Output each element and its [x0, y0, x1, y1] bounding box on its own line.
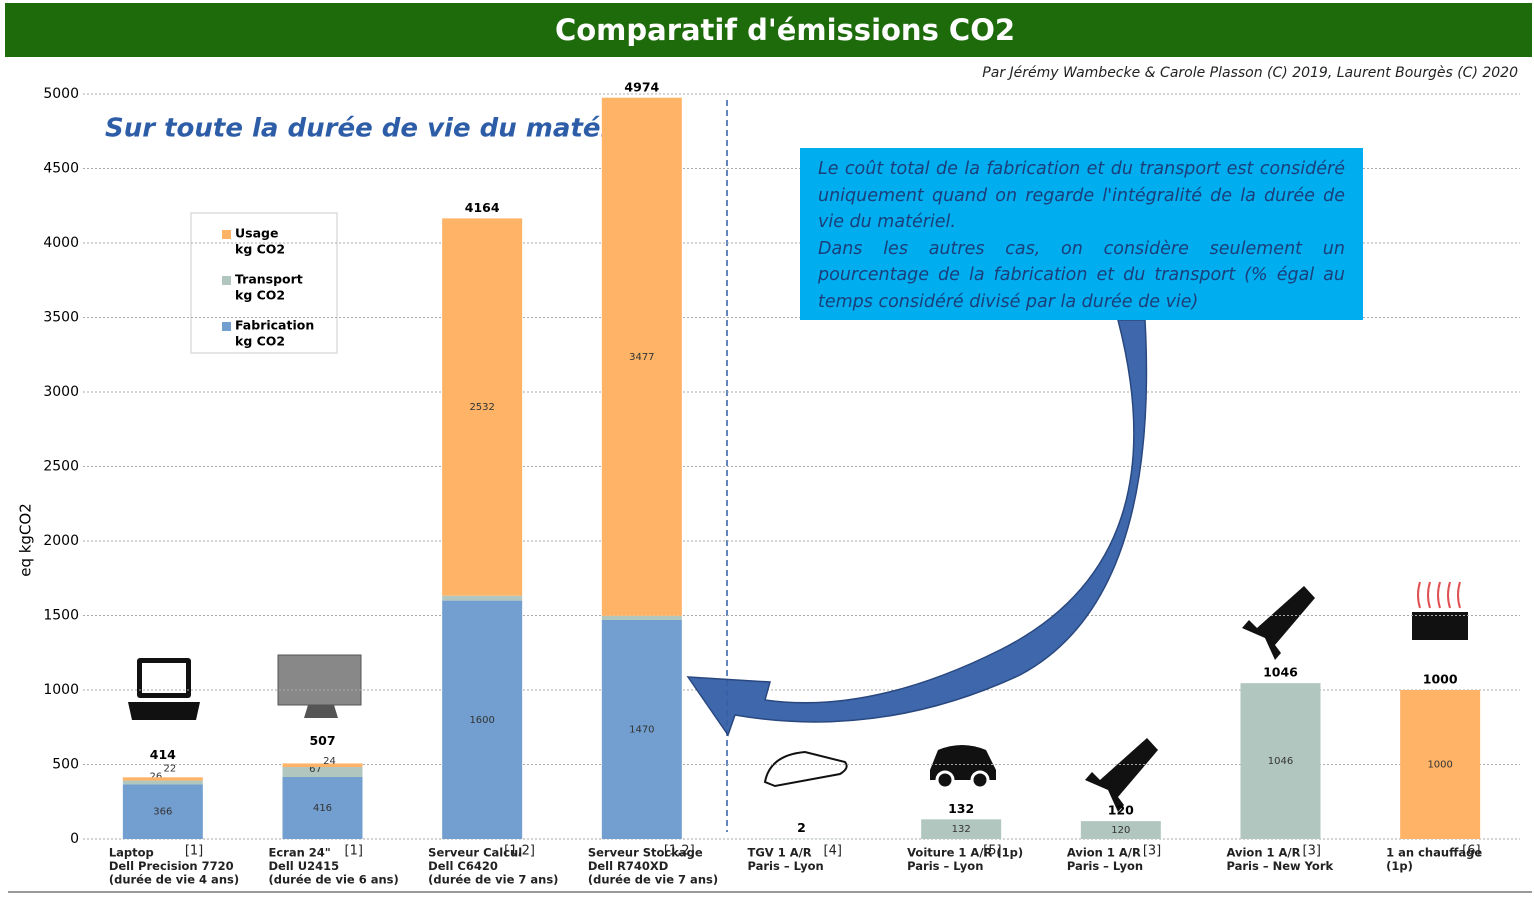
- x-tick-label: Paris – New York: [1227, 859, 1334, 873]
- y-axis-label: eq kgCO2: [17, 503, 35, 577]
- ref-label: [1,2]: [664, 844, 695, 859]
- x-tick-label: Paris – Lyon: [1067, 859, 1143, 873]
- segment-label: 1470: [629, 724, 654, 735]
- x-tick-label: (1p): [1386, 859, 1413, 873]
- segment-label: 416: [313, 803, 332, 814]
- ref-label: [6]: [1462, 844, 1480, 859]
- y-tick-label: 1500: [43, 608, 79, 624]
- segment-label: 120: [1111, 825, 1130, 836]
- arrow: [688, 320, 1146, 735]
- ref-label: [5]: [983, 844, 1001, 859]
- x-tick-label: Dell R740XD: [588, 859, 669, 873]
- plane-icon: [1085, 738, 1158, 812]
- total-label: 4164: [465, 200, 500, 215]
- ref-label: [1,2]: [504, 844, 535, 859]
- laptop-screen: [142, 663, 186, 693]
- legend-label: Usage: [235, 226, 278, 241]
- x-tick-label: Paris – Lyon: [748, 859, 824, 873]
- x-tick-label: (durée de vie 7 ans): [588, 873, 718, 887]
- x-tick-label: TGV 1 A/R: [748, 846, 812, 860]
- x-tick-label: (durée de vie 4 ans): [109, 873, 239, 887]
- monitor-icon: [278, 655, 361, 705]
- legend-unit: kg CO2: [235, 334, 285, 349]
- note-text: Dans les autres cas, on considère seulem…: [818, 236, 1345, 316]
- car-wheel: [972, 772, 988, 788]
- x-tick-label: Dell C6420: [428, 859, 498, 873]
- segment-label: 2532: [469, 402, 494, 413]
- y-tick-label: 3000: [43, 384, 79, 400]
- ref-label: [3]: [1143, 844, 1161, 859]
- y-tick-label: 4000: [43, 235, 79, 251]
- laptop-base: [128, 702, 200, 720]
- x-tick-label: (durée de vie 6 ans): [269, 873, 399, 887]
- ref-label: [3]: [1303, 844, 1321, 859]
- note-box: Le coût total de la fabrication et du tr…: [800, 148, 1363, 320]
- total-label: 120: [1108, 803, 1134, 818]
- segment-label: 1046: [1268, 756, 1293, 767]
- y-tick-label: 1000: [43, 682, 79, 698]
- x-tick-label: Paris – Lyon: [907, 859, 983, 873]
- legend-label: Transport: [235, 272, 303, 287]
- total-label: 507: [309, 733, 335, 748]
- segment-label: 22: [163, 763, 176, 774]
- x-tick-label: Laptop: [109, 846, 154, 860]
- legend-swatch: [222, 322, 231, 331]
- x-tick-label: Voiture 1 A/R (1p): [907, 846, 1023, 860]
- bar-segment: [283, 767, 363, 777]
- x-tick-label: Dell Precision 7720: [109, 859, 234, 873]
- ref-label: [1]: [345, 844, 363, 859]
- segment-label: 24: [323, 756, 336, 767]
- x-tick-label: (durée de vie 7 ans): [428, 873, 558, 887]
- x-tick-label: Avion 1 A/R: [1067, 846, 1141, 860]
- segment-label: 26: [149, 771, 162, 782]
- heat-waves: [1418, 582, 1460, 608]
- y-tick-label: 2000: [43, 533, 79, 549]
- bar-segment: [442, 596, 522, 601]
- legend-label: Fabrication: [235, 318, 314, 333]
- segment-label: 132: [952, 824, 971, 835]
- subtitle: Sur toute la durée de vie du matériel: [105, 114, 650, 144]
- total-label: 4974: [624, 79, 659, 94]
- ref-label: [4]: [824, 844, 842, 859]
- legend-swatch: [222, 230, 231, 239]
- monitor-stand: [304, 705, 338, 718]
- bar-segment: [123, 781, 203, 785]
- total-label: 1000: [1423, 672, 1458, 687]
- legend-swatch: [222, 276, 231, 285]
- train-icon: [765, 752, 847, 786]
- segment-label: 1000: [1427, 760, 1452, 771]
- total-label: 1046: [1263, 665, 1298, 680]
- y-tick-label: 3500: [43, 310, 79, 326]
- bar-segment: [123, 777, 203, 780]
- segment-label: 366: [153, 807, 172, 818]
- total-label: 2: [797, 820, 806, 835]
- y-tick-label: 500: [52, 757, 79, 773]
- legend-unit: kg CO2: [235, 288, 285, 303]
- y-tick-label: 4500: [43, 161, 79, 177]
- y-tick-label: 2500: [43, 459, 79, 475]
- radiator-icon: [1412, 612, 1468, 640]
- total-label: 414: [150, 747, 176, 762]
- legend-unit: kg CO2: [235, 242, 285, 257]
- x-tick-label: Ecran 24": [269, 846, 331, 860]
- chart: Comparatif d'émissions CO2 Par Jérémy Wa…: [0, 0, 1534, 897]
- credit: Par Jérémy Wambecke & Carole Plasson (C)…: [982, 65, 1518, 81]
- chart-title: Comparatif d'émissions CO2: [555, 13, 1015, 47]
- plane-icon: [1242, 586, 1315, 660]
- x-tick-label: Avion 1 A/R: [1227, 846, 1301, 860]
- x-tick-label: Dell U2415: [269, 859, 340, 873]
- car-wheel: [937, 772, 953, 788]
- segment-label: 3477: [629, 352, 654, 363]
- ref-label: [1]: [185, 844, 203, 859]
- total-label: 132: [948, 801, 974, 816]
- y-tick-label: 5000: [43, 86, 79, 102]
- note-text: Le coût total de la fabrication et du tr…: [818, 156, 1345, 236]
- page: Comparatif d'émissions CO2 Par Jérémy Wa…: [0, 0, 1534, 897]
- y-tick-label: 0: [70, 831, 79, 847]
- segment-label: 1600: [469, 715, 494, 726]
- bar-segment: [602, 616, 682, 620]
